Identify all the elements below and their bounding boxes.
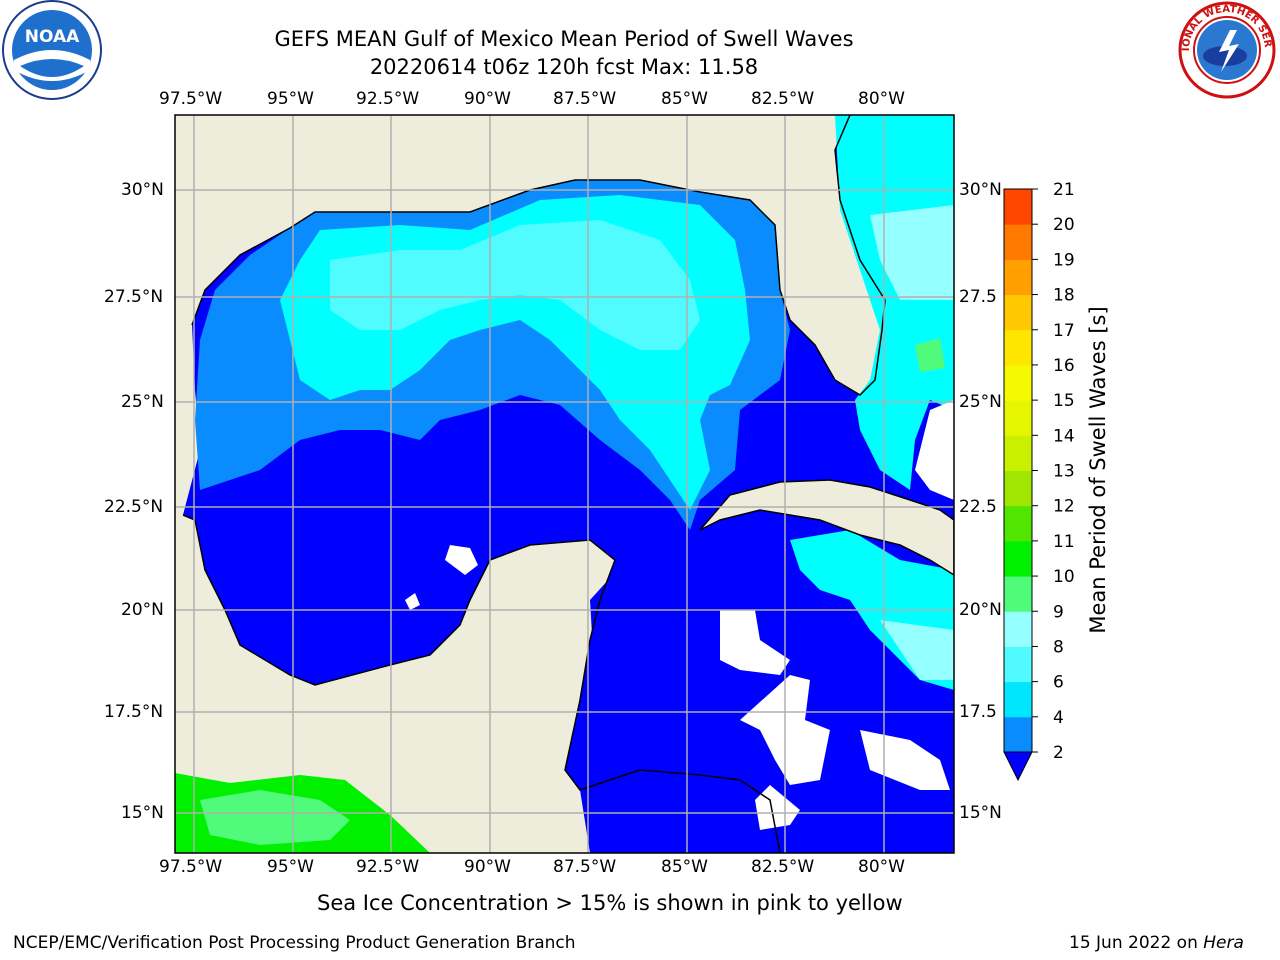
sea-ice-note: Sea Ice Concentration > 15% is shown in … <box>317 891 903 915</box>
map-subtitle: 20220614 t06z 120h fcst Max: 11.58 <box>369 55 759 79</box>
lat-label-right: 25°N <box>959 392 1002 412</box>
colorbar-bin <box>1004 224 1032 260</box>
lat-label-right: 15°N <box>959 803 1002 823</box>
lon-label-bottom: 92.5°W <box>356 857 420 877</box>
lat-label-left: 15°N <box>121 803 164 823</box>
lon-label-top: 97.5°W <box>159 89 223 109</box>
colorbar-under-arrow <box>1003 751 1033 782</box>
lon-label-top: 80°W <box>858 89 905 109</box>
colorbar-tick-label: 2 <box>1053 743 1064 763</box>
lon-label-bottom: 97.5°W <box>159 857 223 877</box>
colorbar-tick-label: 19 <box>1053 250 1075 270</box>
colorbar-bin <box>1004 189 1032 225</box>
pacific-light-green <box>200 790 350 845</box>
lat-label-left: 25°N <box>121 392 164 412</box>
gulf-light-cyan <box>330 220 700 350</box>
nws-logo: NATIONAL WEATHER SERVICE <box>1171 0 1280 104</box>
lat-label-left: 27.5°N <box>104 287 164 307</box>
colorbar-tick-label: 12 <box>1053 497 1075 517</box>
colorbar-bin <box>1004 294 1032 331</box>
lon-label-top: 90°W <box>464 89 511 109</box>
colorbar-bin <box>1004 716 1032 753</box>
colorbar-tick-label: 11 <box>1053 532 1075 552</box>
caribbean-light <box>880 620 954 680</box>
lon-label-top: 85°W <box>661 89 708 109</box>
lon-label-bottom: 90°W <box>464 857 511 877</box>
lat-label-left: 22.5°N <box>104 497 164 517</box>
lon-label-bottom: 85°W <box>661 857 708 877</box>
colorbar-tick-label: 14 <box>1053 426 1075 446</box>
colorbar-bin <box>1004 259 1032 296</box>
atlantic-pale-cyan <box>870 205 954 300</box>
coastline <box>191 115 886 396</box>
lat-label-left: 30°N <box>121 180 164 200</box>
map-panel <box>175 115 954 853</box>
lon-label-top: 87.5°W <box>553 89 617 109</box>
lat-label-right: 20°N <box>959 600 1002 620</box>
colorbar-tick-label: 4 <box>1053 708 1064 728</box>
lon-label-top: 92.5°W <box>356 89 420 109</box>
lat-label-left: 20°N <box>121 600 164 620</box>
date-text: 15 Jun 2022 on <box>1069 933 1204 953</box>
lon-label-bottom: 82.5°W <box>751 857 815 877</box>
noaa-logo: NOAA <box>0 0 104 108</box>
lat-label-right: 30°N <box>959 180 1002 200</box>
colorbar-bin <box>1004 576 1032 612</box>
colorbar: 2 4 6 8 9 10 11 12 13 14 15 16 17 18 19 20 21 <box>1003 180 1075 782</box>
colorbar-tick-label: 17 <box>1053 321 1075 341</box>
host-name: Hera <box>1203 933 1244 953</box>
missing-patch <box>755 785 800 830</box>
colorbar-tick-label: 10 <box>1053 567 1075 587</box>
colorbar-bin <box>1004 329 1032 366</box>
noaa-logo-text: NOAA <box>25 27 80 47</box>
lon-label-bottom: 95°W <box>267 857 314 877</box>
colorbar-bin <box>1004 400 1032 436</box>
lat-label-right: 22.5 <box>959 497 997 517</box>
lon-label-bottom: 80°W <box>858 857 905 877</box>
colorbar-tick-label: 13 <box>1053 462 1075 482</box>
colorbar-tick-label: 6 <box>1053 673 1064 693</box>
missing-patch <box>915 400 954 500</box>
colorbar-tick-label: 18 <box>1053 286 1075 306</box>
lat-label-left: 17.5°N <box>104 702 164 722</box>
colorbar-tick-label: 8 <box>1053 637 1064 657</box>
colorbar-label: Mean Period of Swell Waves [s] <box>1086 306 1110 634</box>
missing-patch <box>720 610 790 675</box>
colorbar-bin <box>1004 681 1032 718</box>
lat-label-right: 27.5 <box>959 287 997 307</box>
colorbar-tick-label: 21 <box>1053 180 1075 200</box>
atlantic-green <box>915 338 945 372</box>
date-stamp: 15 Jun 2022 on Hera <box>1069 933 1244 953</box>
colorbar-bin <box>1004 470 1032 507</box>
coastline <box>182 514 781 853</box>
missing-patch <box>445 545 478 575</box>
lon-label-bottom: 87.5°W <box>553 857 617 877</box>
cuba-land <box>699 479 954 576</box>
lat-label-right: 17.5 <box>959 702 997 722</box>
lon-label-top: 95°W <box>267 89 314 109</box>
lon-label-top: 82.5°W <box>751 89 815 109</box>
colorbar-bin <box>1004 646 1032 683</box>
missing-patch <box>860 730 950 790</box>
colorbar-bin <box>1004 505 1032 542</box>
missing-patch <box>405 593 420 610</box>
colorbar-bin <box>1004 611 1032 647</box>
colorbar-tick-label: 16 <box>1053 356 1075 376</box>
colorbar-bin <box>1004 435 1032 471</box>
credit-text: NCEP/EMC/Verification Post Processing Pr… <box>13 933 576 953</box>
gridlines <box>175 115 954 853</box>
colorbar-tick-label: 20 <box>1053 215 1075 235</box>
colorbar-tick-label: 9 <box>1053 602 1064 622</box>
map-frame <box>174 114 955 854</box>
colorbar-tick-label: 15 <box>1053 391 1075 411</box>
map-title: GEFS MEAN Gulf of Mexico Mean Period of … <box>274 27 854 51</box>
colorbar-bin <box>1004 540 1032 577</box>
colorbar-bin <box>1004 364 1032 401</box>
